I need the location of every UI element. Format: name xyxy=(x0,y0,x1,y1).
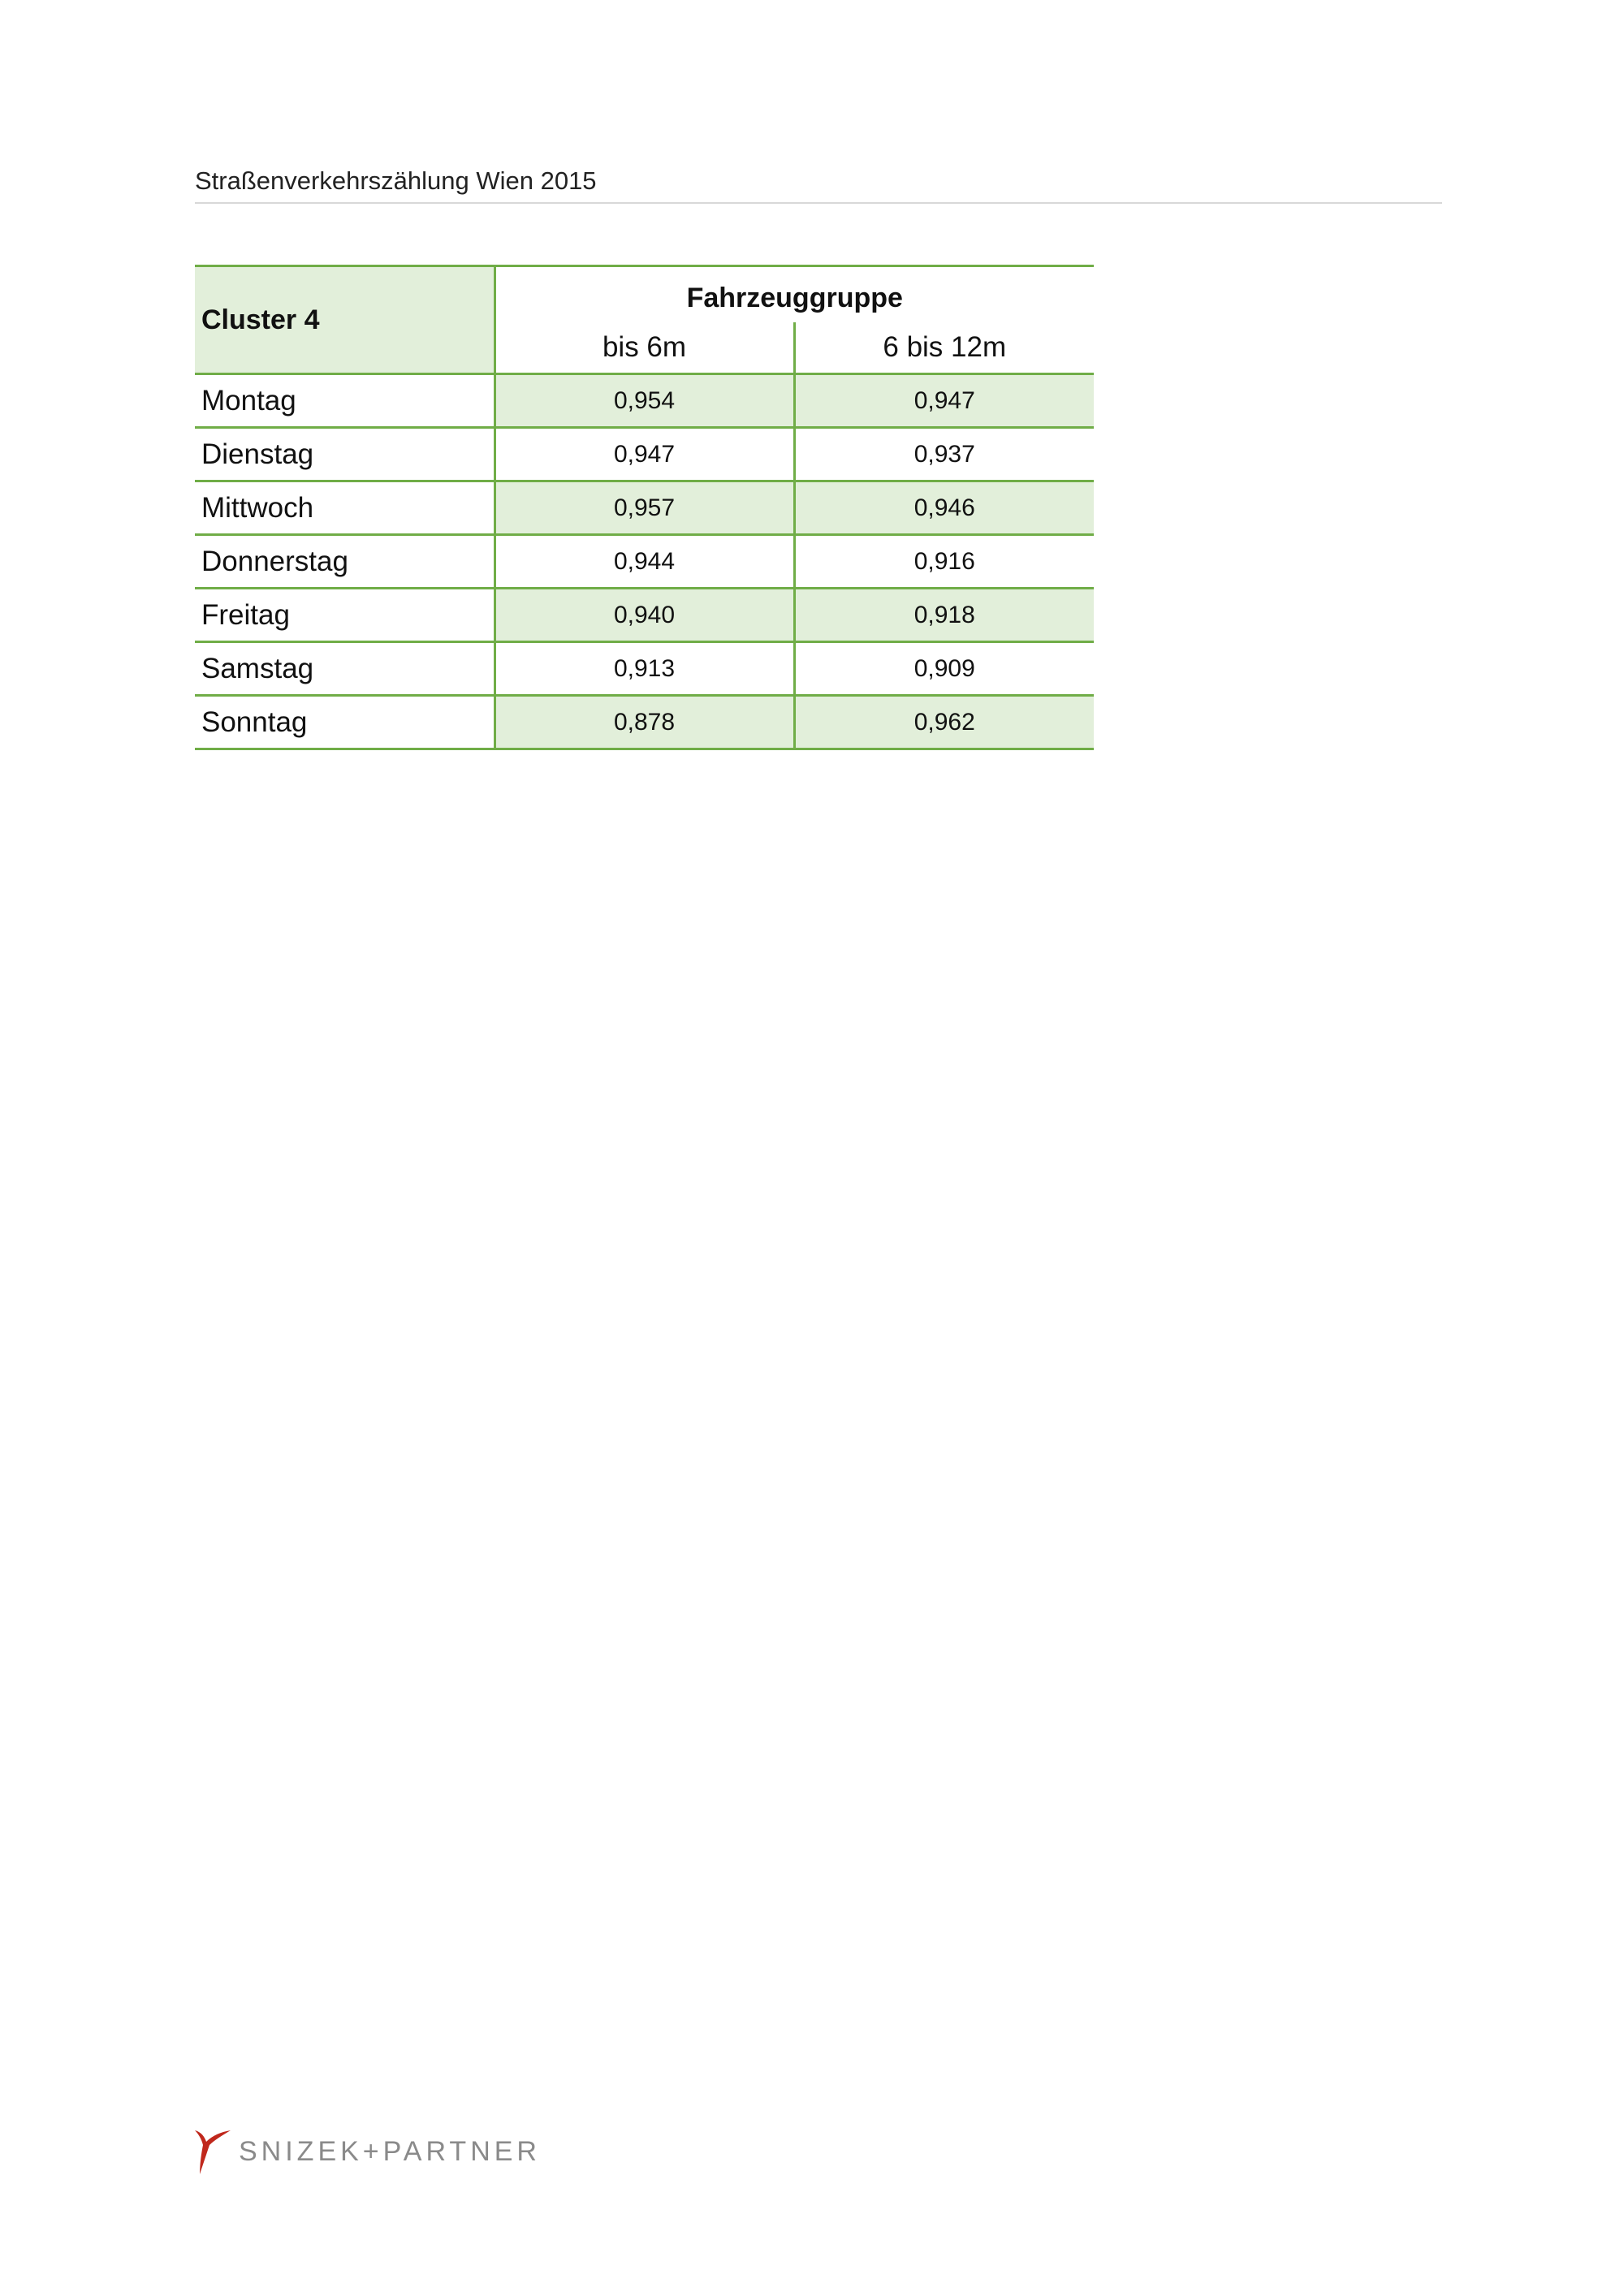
value-cell: 0,957 xyxy=(493,480,794,536)
logo-text: SNIZEK+PARTNER xyxy=(239,2135,541,2167)
value-cell: 0,946 xyxy=(793,480,1094,536)
day-label: Freitag xyxy=(195,587,495,643)
day-label: Mittwoch xyxy=(195,480,495,536)
header-divider xyxy=(195,202,1442,204)
value-cell: 0,944 xyxy=(493,533,794,589)
value-cell: 0,962 xyxy=(793,694,1094,750)
value-cell: 0,918 xyxy=(793,587,1094,643)
value-cell: 0,916 xyxy=(793,533,1094,589)
day-label: Dienstag xyxy=(195,426,495,482)
column-header: 6 bis 12m xyxy=(793,322,1094,375)
table-row: Dienstag 0,947 0,937 xyxy=(195,426,1094,482)
table-row: Donnerstag 0,944 0,916 xyxy=(195,533,1094,589)
value-cell: 0,937 xyxy=(793,426,1094,482)
day-label: Donnerstag xyxy=(195,533,495,589)
table-row: Freitag 0,940 0,918 xyxy=(195,587,1094,643)
value-cell: 0,940 xyxy=(493,587,794,643)
day-label: Samstag xyxy=(195,641,495,697)
value-cell: 0,947 xyxy=(493,426,794,482)
cluster-table: Cluster 4 Fahrzeuggruppe bis 6m 6 bis 12… xyxy=(195,265,1094,750)
document-header-title: Straßenverkehrszählung Wien 2015 xyxy=(195,166,597,195)
company-logo: SNIZEK+PARTNER xyxy=(195,2129,541,2174)
day-label: Sonntag xyxy=(195,694,495,750)
value-cell: 0,954 xyxy=(493,373,794,429)
cluster-label: Cluster 4 xyxy=(195,265,495,375)
value-cell: 0,913 xyxy=(493,641,794,697)
table-row: Montag 0,954 0,947 xyxy=(195,373,1094,429)
table-row: Sonntag 0,878 0,962 xyxy=(195,694,1094,750)
value-cell: 0,909 xyxy=(793,641,1094,697)
day-label: Montag xyxy=(195,373,495,429)
logo-mark-icon xyxy=(195,2130,231,2174)
value-cell: 0,947 xyxy=(793,373,1094,429)
value-cell: 0,878 xyxy=(493,694,794,750)
table-row: Mittwoch 0,957 0,946 xyxy=(195,480,1094,536)
column-header: bis 6m xyxy=(493,322,794,375)
group-header: Fahrzeuggruppe xyxy=(493,265,1094,322)
table-row: Samstag 0,913 0,909 xyxy=(195,641,1094,697)
